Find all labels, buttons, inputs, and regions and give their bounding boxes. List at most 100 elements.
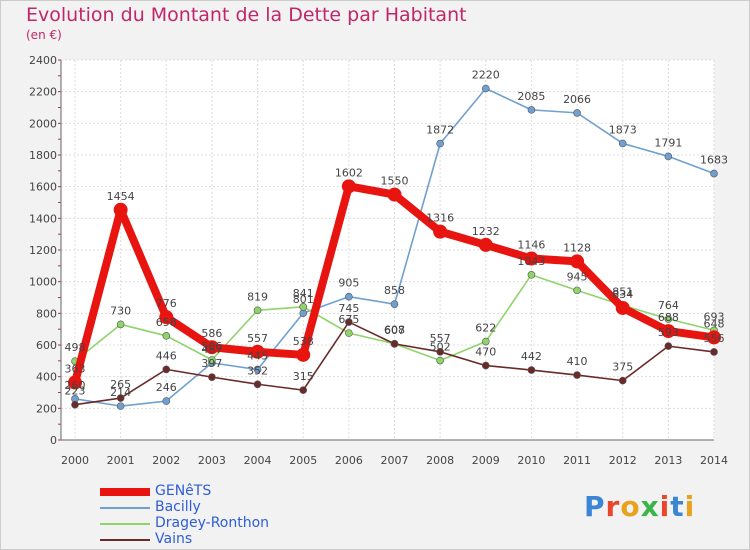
x-tick-label: 2006 bbox=[335, 454, 363, 467]
y-tick-label: 1600 bbox=[29, 181, 57, 194]
data-point-0 bbox=[296, 347, 311, 362]
legend-label: GENêTS bbox=[155, 483, 212, 499]
data-point-0 bbox=[524, 251, 539, 266]
data-point-3 bbox=[527, 366, 536, 374]
data-label: 557 bbox=[247, 332, 268, 345]
data-point-2 bbox=[116, 320, 125, 329]
x-tick-label: 2013 bbox=[654, 454, 682, 467]
x-tick-label: 2014 bbox=[700, 454, 728, 467]
y-tick-label: 2000 bbox=[29, 117, 57, 130]
data-point-2 bbox=[573, 286, 581, 295]
data-label: 352 bbox=[247, 364, 268, 377]
data-label: 1872 bbox=[426, 124, 454, 137]
data-label: 675 bbox=[338, 313, 359, 326]
x-tick-label: 2005 bbox=[289, 454, 317, 467]
data-label: 2220 bbox=[472, 69, 500, 82]
data-label: 2066 bbox=[563, 93, 591, 106]
legend-label: Bacilly bbox=[155, 499, 201, 515]
y-tick-label: 800 bbox=[36, 307, 57, 320]
data-label: 851 bbox=[612, 285, 633, 298]
data-label: 557 bbox=[430, 332, 451, 345]
data-label: 801 bbox=[293, 293, 314, 306]
data-label: 730 bbox=[110, 304, 131, 317]
data-label: 841 bbox=[293, 287, 314, 300]
data-label: 1232 bbox=[472, 225, 500, 238]
data-label: 693 bbox=[704, 310, 725, 323]
data-label: 819 bbox=[247, 290, 268, 303]
data-label: 1128 bbox=[563, 241, 591, 254]
data-label: 1316 bbox=[426, 212, 454, 225]
data-label: 260 bbox=[65, 379, 86, 392]
data-label: 445 bbox=[247, 350, 268, 363]
y-tick-label: 200 bbox=[36, 402, 57, 415]
logo-letter: o bbox=[620, 490, 641, 523]
data-label: 834 bbox=[612, 288, 633, 301]
data-point-3 bbox=[253, 380, 262, 389]
data-label: 442 bbox=[521, 350, 542, 363]
data-label: 2085 bbox=[517, 90, 545, 103]
data-point-0 bbox=[204, 340, 219, 355]
data-point-2 bbox=[527, 271, 536, 279]
data-label: 776 bbox=[156, 297, 177, 310]
data-point-0 bbox=[387, 187, 402, 202]
data-label: 538 bbox=[293, 335, 314, 348]
data-point-1 bbox=[527, 106, 536, 114]
x-tick-label: 2003 bbox=[198, 454, 226, 467]
data-point-2 bbox=[253, 306, 262, 315]
data-label: 586 bbox=[201, 327, 222, 340]
data-label: 1550 bbox=[381, 175, 409, 188]
data-point-1 bbox=[710, 169, 718, 178]
x-tick-label: 2001 bbox=[107, 454, 135, 467]
data-label: 945 bbox=[567, 270, 588, 283]
data-label: 608 bbox=[384, 324, 405, 337]
data-point-2 bbox=[664, 315, 673, 323]
legend-label: Dragey-Ronthon bbox=[155, 515, 270, 531]
data-point-3 bbox=[390, 340, 399, 348]
chart-legend: GENêTS Bacilly Dragey-Ronthon Vains bbox=[100, 483, 320, 548]
data-point-0 bbox=[113, 202, 128, 217]
data-label: 470 bbox=[475, 346, 496, 359]
data-label: 375 bbox=[612, 361, 633, 374]
data-label: 764 bbox=[658, 299, 679, 312]
data-point-3 bbox=[664, 342, 673, 350]
data-point-3 bbox=[299, 386, 308, 394]
data-label: 214 bbox=[110, 386, 131, 399]
data-label: 556 bbox=[704, 332, 725, 345]
data-point-3 bbox=[573, 371, 581, 379]
data-label: 1873 bbox=[609, 123, 637, 136]
data-point-1 bbox=[618, 139, 627, 148]
data-label: 688 bbox=[658, 311, 679, 324]
data-point-0 bbox=[478, 237, 493, 252]
data-point-3 bbox=[208, 373, 216, 381]
y-tick-label: 1000 bbox=[29, 276, 57, 289]
data-label: 1602 bbox=[335, 166, 363, 179]
data-label: 246 bbox=[156, 381, 177, 394]
data-label: 502 bbox=[430, 341, 451, 354]
data-label: 223 bbox=[65, 385, 86, 398]
data-point-0 bbox=[615, 300, 630, 315]
y-tick-label: 2400 bbox=[29, 54, 57, 67]
data-point-0 bbox=[570, 254, 585, 269]
data-point-2 bbox=[481, 337, 490, 346]
data-label: 498 bbox=[65, 341, 86, 354]
chart-subtitle: (en €) bbox=[26, 28, 62, 42]
data-point-0 bbox=[707, 330, 721, 345]
data-label: 506 bbox=[201, 340, 222, 353]
data-point-1 bbox=[253, 365, 262, 374]
legend-swatch bbox=[100, 523, 150, 525]
x-tick-label: 2002 bbox=[152, 454, 180, 467]
data-label: 622 bbox=[475, 322, 496, 335]
data-label: 1146 bbox=[517, 239, 545, 252]
data-point-2 bbox=[436, 356, 444, 365]
legend-swatch bbox=[100, 488, 150, 496]
data-point-3 bbox=[71, 400, 79, 409]
data-point-0 bbox=[341, 179, 356, 194]
data-point-0 bbox=[661, 324, 676, 339]
logo-letter: x bbox=[640, 490, 660, 523]
data-label: 487 bbox=[201, 343, 222, 356]
legend-item: GENêTS bbox=[100, 483, 320, 500]
x-tick-label: 2000 bbox=[61, 454, 89, 467]
y-tick-label: 400 bbox=[36, 371, 57, 384]
data-label: 607 bbox=[384, 324, 405, 337]
legend-label: Vains bbox=[155, 531, 193, 547]
